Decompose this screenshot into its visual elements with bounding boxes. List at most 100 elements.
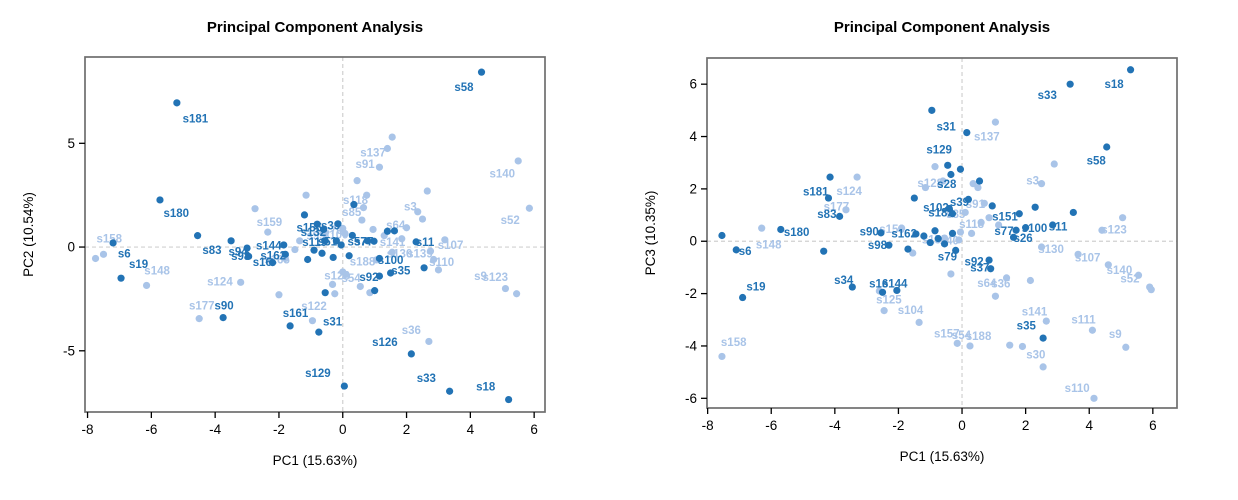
data-point <box>505 395 513 404</box>
data-point <box>820 247 828 255</box>
point-label: s91 <box>355 159 375 171</box>
data-point <box>912 230 920 238</box>
point-label: s83 <box>202 245 221 257</box>
data-point <box>412 238 420 246</box>
data-point <box>940 240 949 248</box>
data-point <box>1002 274 1011 282</box>
data-point <box>402 224 411 232</box>
data-point <box>302 191 310 199</box>
point-label: s34 <box>834 275 854 287</box>
data-point <box>878 288 887 296</box>
data-point <box>967 229 976 237</box>
data-point <box>1122 343 1130 351</box>
data-point <box>195 315 203 323</box>
point-label: s83 <box>817 209 836 221</box>
data-point <box>952 246 960 255</box>
data-point <box>328 280 337 288</box>
point-label: s126 <box>372 337 398 349</box>
point-label: s148 <box>144 265 170 277</box>
data-point <box>915 318 923 326</box>
point-label: s124 <box>207 276 233 288</box>
data-point <box>364 237 372 245</box>
point-label: s180 <box>163 208 189 220</box>
point-label: s124 <box>836 186 862 198</box>
point-label: s6 <box>739 246 752 258</box>
data-point <box>446 387 454 395</box>
data-point <box>1012 226 1020 234</box>
y-tick-label: -4 <box>685 338 697 353</box>
data-point <box>928 106 936 114</box>
data-point <box>893 286 901 295</box>
data-point <box>718 352 726 361</box>
data-point <box>947 270 955 278</box>
data-point <box>1090 394 1098 402</box>
data-point <box>375 272 384 280</box>
data-point <box>963 129 971 137</box>
data-point <box>945 204 953 213</box>
point-label: s16 <box>869 279 888 291</box>
data-point <box>281 250 289 258</box>
x-tick-label: -6 <box>765 418 777 433</box>
data-point <box>514 157 522 165</box>
y-tick-label: -2 <box>685 286 697 301</box>
point-label: s3 <box>1026 176 1039 188</box>
data-point <box>944 161 952 169</box>
point-label: s90 <box>860 226 879 238</box>
point-label: s130 <box>387 249 413 261</box>
point-label: s37 <box>970 262 989 274</box>
data-point <box>940 234 949 242</box>
data-point <box>956 165 965 173</box>
data-point <box>939 177 947 185</box>
point-label: s148 <box>756 239 782 251</box>
data-point <box>877 229 885 237</box>
x-tick-label: -6 <box>145 422 157 437</box>
data-point <box>777 225 785 234</box>
data-point <box>880 307 888 315</box>
data-point <box>320 225 328 234</box>
data-point <box>371 287 379 295</box>
plot-box <box>706 57 1178 409</box>
point-label: s100 <box>378 255 404 267</box>
data-point <box>974 183 982 192</box>
data-point <box>961 208 969 217</box>
data-point <box>948 229 957 237</box>
data-point <box>758 224 766 232</box>
point-label: s181 <box>183 113 209 125</box>
data-point <box>383 144 392 153</box>
point-label: s122 <box>301 301 327 313</box>
point-label: s162 <box>891 228 917 240</box>
point-label: s11 <box>416 237 435 249</box>
data-point <box>430 255 438 264</box>
data-point <box>308 317 317 325</box>
data-point <box>313 220 321 228</box>
y-tick-label: 0 <box>67 240 75 255</box>
point-label: s137 <box>360 148 386 160</box>
data-point <box>275 291 283 299</box>
data-point <box>251 205 259 213</box>
data-point <box>1009 233 1018 241</box>
data-point <box>268 259 277 267</box>
x-tick-label: -2 <box>273 422 285 437</box>
data-point <box>341 229 349 238</box>
data-point <box>991 292 1000 300</box>
point-label: s31 <box>937 122 957 134</box>
point-label: s182 <box>928 207 954 219</box>
data-point <box>842 206 850 214</box>
point-label: s19 <box>746 281 765 293</box>
data-point <box>370 237 378 245</box>
data-point <box>969 180 977 188</box>
data-point <box>340 382 348 390</box>
data-point <box>988 202 996 210</box>
data-point <box>1126 66 1135 74</box>
panel-title-left: Principal Component Analysis <box>206 19 424 36</box>
x-tick-label: -8 <box>82 422 94 437</box>
data-point <box>1022 224 1030 232</box>
panel-title-right: Principal Component Analysis <box>833 19 1051 36</box>
point-label: s161 <box>283 308 309 320</box>
data-point <box>966 342 974 350</box>
data-point <box>975 177 984 185</box>
point-label: s52 <box>1120 273 1139 285</box>
data-point <box>383 227 392 235</box>
plot-box <box>84 56 546 413</box>
data-point <box>304 255 312 264</box>
